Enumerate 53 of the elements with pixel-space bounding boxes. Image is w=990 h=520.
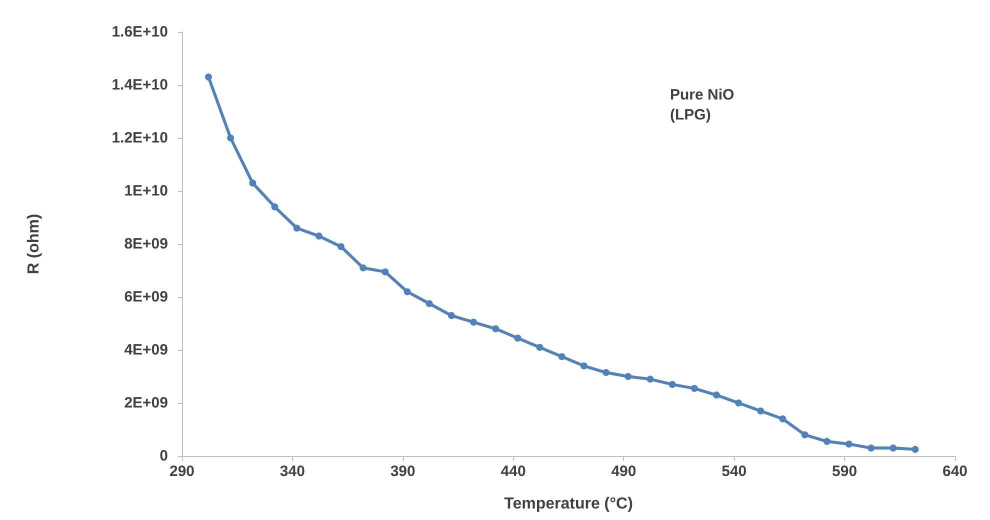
- x-tick-label: 490: [611, 463, 636, 480]
- point: [249, 180, 256, 187]
- point: [801, 431, 808, 438]
- y-tick-label: 8E+09: [124, 236, 168, 252]
- point: [624, 373, 632, 380]
- point: [690, 384, 698, 392]
- x-tick-label: 390: [390, 463, 416, 480]
- point: [205, 74, 212, 81]
- point: [404, 288, 411, 296]
- y-tick-label: 6E+09: [124, 288, 168, 306]
- point: [779, 415, 786, 422]
- y-tick-label: 1.4E+10: [112, 76, 168, 94]
- point: [735, 400, 742, 406]
- point: [912, 446, 919, 453]
- point: [845, 440, 852, 448]
- x-tick-label: 340: [280, 463, 305, 480]
- y-tick-label: 0: [160, 448, 168, 464]
- y-tick-label: 1.6E+10: [112, 24, 168, 40]
- point: [514, 334, 522, 342]
- point: [602, 369, 610, 376]
- point: [492, 325, 500, 332]
- point: [271, 203, 278, 210]
- point: [382, 268, 389, 276]
- point: [646, 376, 654, 383]
- x-tick-label: 540: [722, 463, 747, 480]
- y-tick-label: 1E+10: [124, 182, 168, 200]
- y-tick-label: 1.2E+10: [112, 130, 168, 146]
- point: [470, 318, 478, 326]
- point: [426, 300, 433, 308]
- point: [890, 444, 897, 452]
- point: [227, 134, 234, 142]
- x-tick-label: 440: [500, 463, 526, 480]
- point: [580, 362, 588, 370]
- y-tick-label: 2E+09: [124, 394, 168, 412]
- point: [315, 232, 322, 240]
- point: [823, 438, 830, 445]
- x-axis-title: Temperature (°C): [504, 496, 633, 512]
- point: [712, 392, 720, 399]
- point: [536, 344, 544, 351]
- y-axis-title: R (ohm): [26, 214, 42, 274]
- point: [757, 407, 764, 414]
- point: [338, 243, 345, 250]
- x-tick-label: 640: [942, 463, 968, 480]
- x-tick-label: 290: [169, 463, 195, 480]
- x-tick-label: 590: [832, 463, 858, 480]
- point: [360, 264, 367, 272]
- point: [558, 353, 566, 360]
- point: [668, 380, 676, 388]
- y-tick-label: 4E+09: [124, 342, 168, 358]
- point: [868, 444, 875, 452]
- annotation: Pure NiO (LPG): [670, 86, 735, 124]
- point: [448, 312, 455, 320]
- point: [293, 224, 300, 232]
